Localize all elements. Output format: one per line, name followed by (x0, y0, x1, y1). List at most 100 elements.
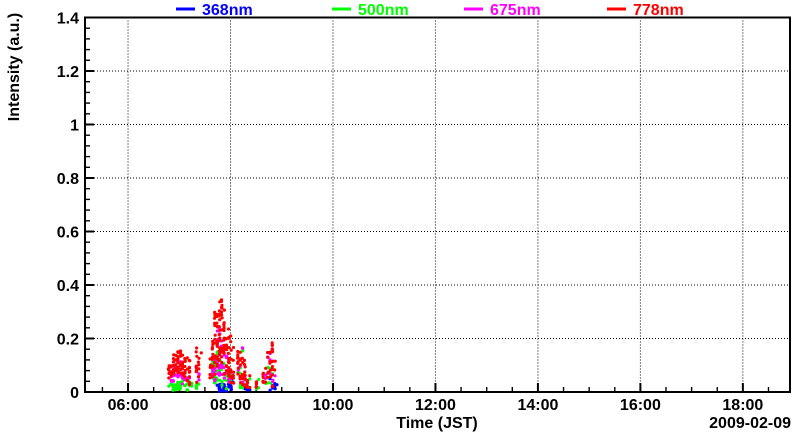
data-point-778nm (180, 364, 184, 368)
data-point-500nm (185, 388, 189, 392)
data-point-778nm (213, 341, 217, 345)
data-point-778nm (224, 343, 229, 347)
data-point-778nm (231, 358, 235, 362)
data-point-778nm (238, 375, 242, 379)
plot-frame (84, 16, 791, 393)
data-point-778nm (261, 371, 265, 375)
data-point-778nm (218, 318, 222, 322)
data-point-368nm (268, 388, 272, 392)
data-point-778nm (180, 367, 184, 371)
data-point-778nm (171, 357, 176, 361)
y-tick-label: 0.2 (57, 332, 79, 349)
data-point-500nm (224, 387, 228, 391)
data-point-778nm (194, 370, 198, 374)
data-point-778nm (220, 316, 224, 320)
data-point-500nm (172, 383, 176, 387)
data-point-368nm (217, 387, 221, 391)
data-point-500nm (257, 377, 261, 381)
data-point-778nm (174, 363, 178, 367)
data-point-778nm (217, 309, 221, 313)
data-point-778nm (248, 385, 252, 390)
data-point-778nm (222, 322, 226, 326)
data-point-675nm (222, 376, 226, 380)
data-point-778nm (231, 345, 236, 350)
data-point-500nm (241, 349, 245, 353)
data-point-778nm (176, 357, 180, 361)
data-point-778nm (243, 373, 247, 377)
x-axis-title: Time (JST) (396, 415, 478, 432)
data-point-778nm (213, 321, 217, 325)
data-point-778nm (185, 356, 189, 360)
data-point-778nm (218, 336, 222, 340)
data-point-778nm (208, 372, 212, 377)
data-point-778nm (248, 374, 252, 378)
data-point-778nm (227, 359, 231, 363)
data-point-778nm (273, 359, 277, 363)
data-point-368nm (245, 388, 249, 392)
data-point-778nm (268, 360, 272, 364)
data-point-778nm (239, 381, 243, 385)
data-point-778nm (215, 364, 219, 368)
data-point-500nm (167, 384, 171, 388)
data-point-778nm (240, 356, 244, 360)
data-point-778nm (238, 350, 242, 354)
grid-lines (85, 17, 790, 392)
x-tick-label: 06:00 (108, 397, 149, 414)
data-point-778nm (195, 380, 199, 384)
data-point-778nm (222, 371, 226, 376)
data-point-778nm (178, 351, 182, 355)
y-tick-label: 1 (70, 118, 79, 135)
data-point-778nm (245, 384, 249, 388)
data-point-778nm (209, 363, 213, 367)
data-point-778nm (213, 333, 217, 337)
data-point-778nm (176, 366, 180, 370)
data-point-778nm (218, 349, 222, 353)
data-point-778nm (219, 355, 224, 359)
data-point-368nm (220, 388, 224, 392)
data-point-778nm (222, 326, 226, 330)
data-point-778nm (167, 376, 171, 380)
data-point-778nm (270, 373, 274, 377)
data-point-675nm (225, 354, 229, 358)
data-point-778nm (270, 347, 274, 351)
data-point-778nm (187, 370, 191, 374)
axis-ticks (85, 16, 770, 393)
data-point-778nm (187, 365, 191, 369)
data-point-500nm (169, 382, 173, 386)
data-point-778nm (171, 360, 175, 364)
data-point-778nm (213, 323, 217, 328)
data-point-500nm (213, 381, 217, 385)
data-point-778nm (222, 328, 226, 333)
data-point-675nm (180, 382, 184, 386)
data-point-778nm (224, 369, 228, 373)
data-point-778nm (199, 351, 203, 355)
y-tick-label: 0.4 (57, 278, 79, 295)
legend: 368nm 500nm 675nm 778nm (176, 2, 684, 19)
data-point-778nm (231, 374, 235, 378)
data-point-500nm (176, 384, 180, 389)
frame-rect (84, 16, 791, 393)
data-point-778nm (222, 351, 226, 355)
data-point-778nm (222, 348, 226, 352)
data-point-778nm (264, 366, 268, 370)
data-point-675nm (273, 374, 277, 378)
data-point-675nm (220, 372, 224, 377)
data-point-778nm (210, 375, 214, 379)
data-point-778nm (197, 356, 201, 360)
data-point-778nm (236, 361, 240, 365)
data-point-778nm (261, 375, 265, 379)
y-tick-label: 0 (70, 385, 79, 402)
data-point-368nm (248, 388, 252, 392)
data-point-778nm (208, 357, 212, 361)
data-point-778nm (266, 355, 270, 359)
data-point-778nm (254, 381, 259, 385)
data-point-778nm (196, 375, 201, 379)
data-point-778nm (243, 370, 247, 374)
data-point-778nm (174, 369, 178, 373)
data-point-778nm (176, 350, 180, 354)
data-point-778nm (261, 379, 265, 383)
y-tick-label: 0.8 (57, 171, 79, 188)
data-point-778nm (236, 353, 240, 357)
data-point-500nm (171, 388, 175, 392)
